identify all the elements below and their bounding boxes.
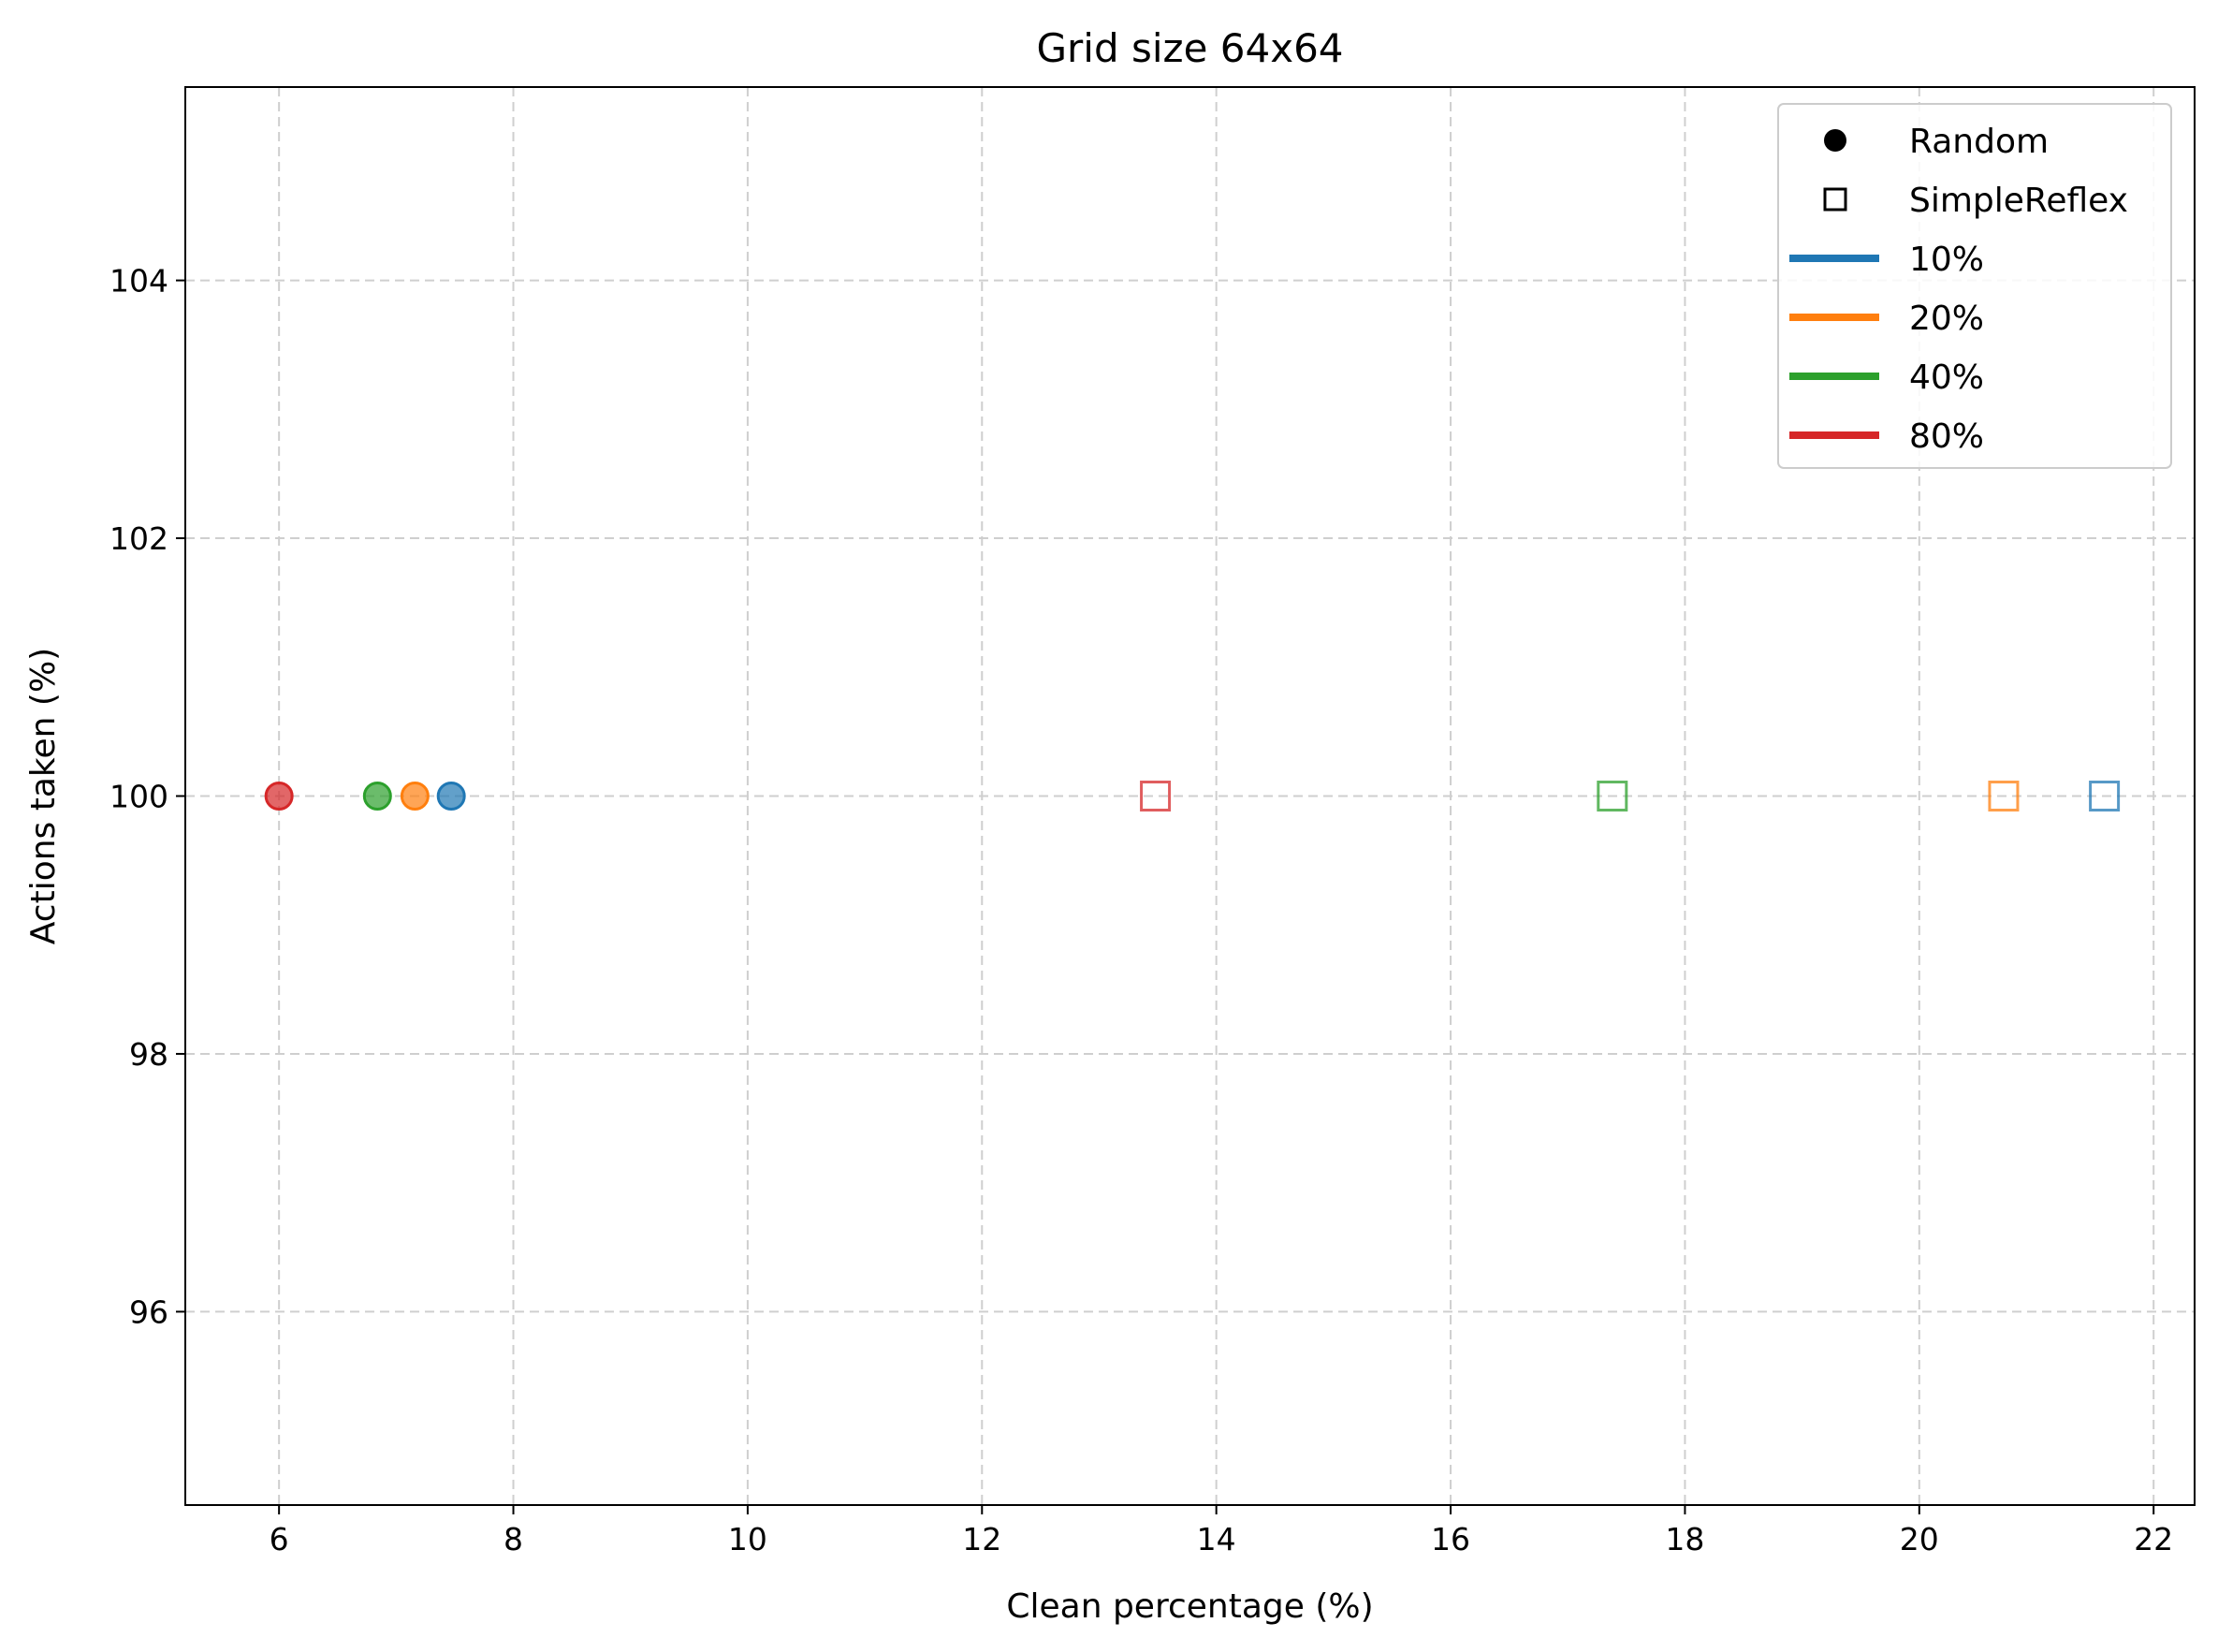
- x-tick-label: 10: [728, 1521, 767, 1557]
- random-point: [362, 782, 392, 811]
- x-axis-label: Clean percentage (%): [1006, 1587, 1373, 1626]
- legend-square-marker: [1823, 187, 1847, 212]
- legend-label: Random: [1909, 123, 2049, 161]
- x-tick-label: 18: [1665, 1521, 1704, 1557]
- x-tick-label: 12: [962, 1521, 1001, 1557]
- x-tick-label: 22: [2134, 1521, 2173, 1557]
- random-point: [436, 782, 466, 811]
- x-tick-label: 14: [1197, 1521, 1236, 1557]
- y-tick-label: 100: [109, 779, 168, 815]
- simplereflex-point: [1988, 781, 2020, 811]
- x-tick-label: 6: [270, 1521, 289, 1557]
- legend: Random SimpleReflex 10% 20% 40% 80%: [1777, 103, 2172, 469]
- simplereflex-point: [2089, 781, 2121, 811]
- simplereflex-point: [1140, 781, 1172, 811]
- x-tick-label: 16: [1431, 1521, 1470, 1557]
- x-tick-label: 20: [1900, 1521, 1939, 1557]
- legend-label: 20%: [1909, 300, 1984, 338]
- legend-circle-marker: [1824, 129, 1846, 152]
- legend-label: 40%: [1909, 358, 1984, 397]
- axis-ticks: 6 8 10 12 14 16 18 20 22 96 98 100 102 104: [109, 263, 2173, 1557]
- random-point: [264, 782, 294, 811]
- x-tick-label: 8: [503, 1521, 523, 1557]
- y-tick-label: 102: [109, 520, 168, 557]
- y-tick-label: 104: [109, 263, 168, 300]
- legend-label: 10%: [1909, 241, 1984, 279]
- simplereflex-point: [1597, 781, 1628, 811]
- random-point: [400, 782, 430, 811]
- legend-label: 80%: [1909, 417, 1984, 456]
- chart-title: Grid size 64x64: [1036, 25, 1343, 71]
- y-tick-label: 98: [129, 1036, 168, 1073]
- data-points: [264, 781, 2121, 811]
- legend-label: SimpleReflex: [1909, 182, 2128, 220]
- y-tick-label: 96: [129, 1294, 168, 1330]
- y-axis-label: Actions taken (%): [24, 648, 63, 944]
